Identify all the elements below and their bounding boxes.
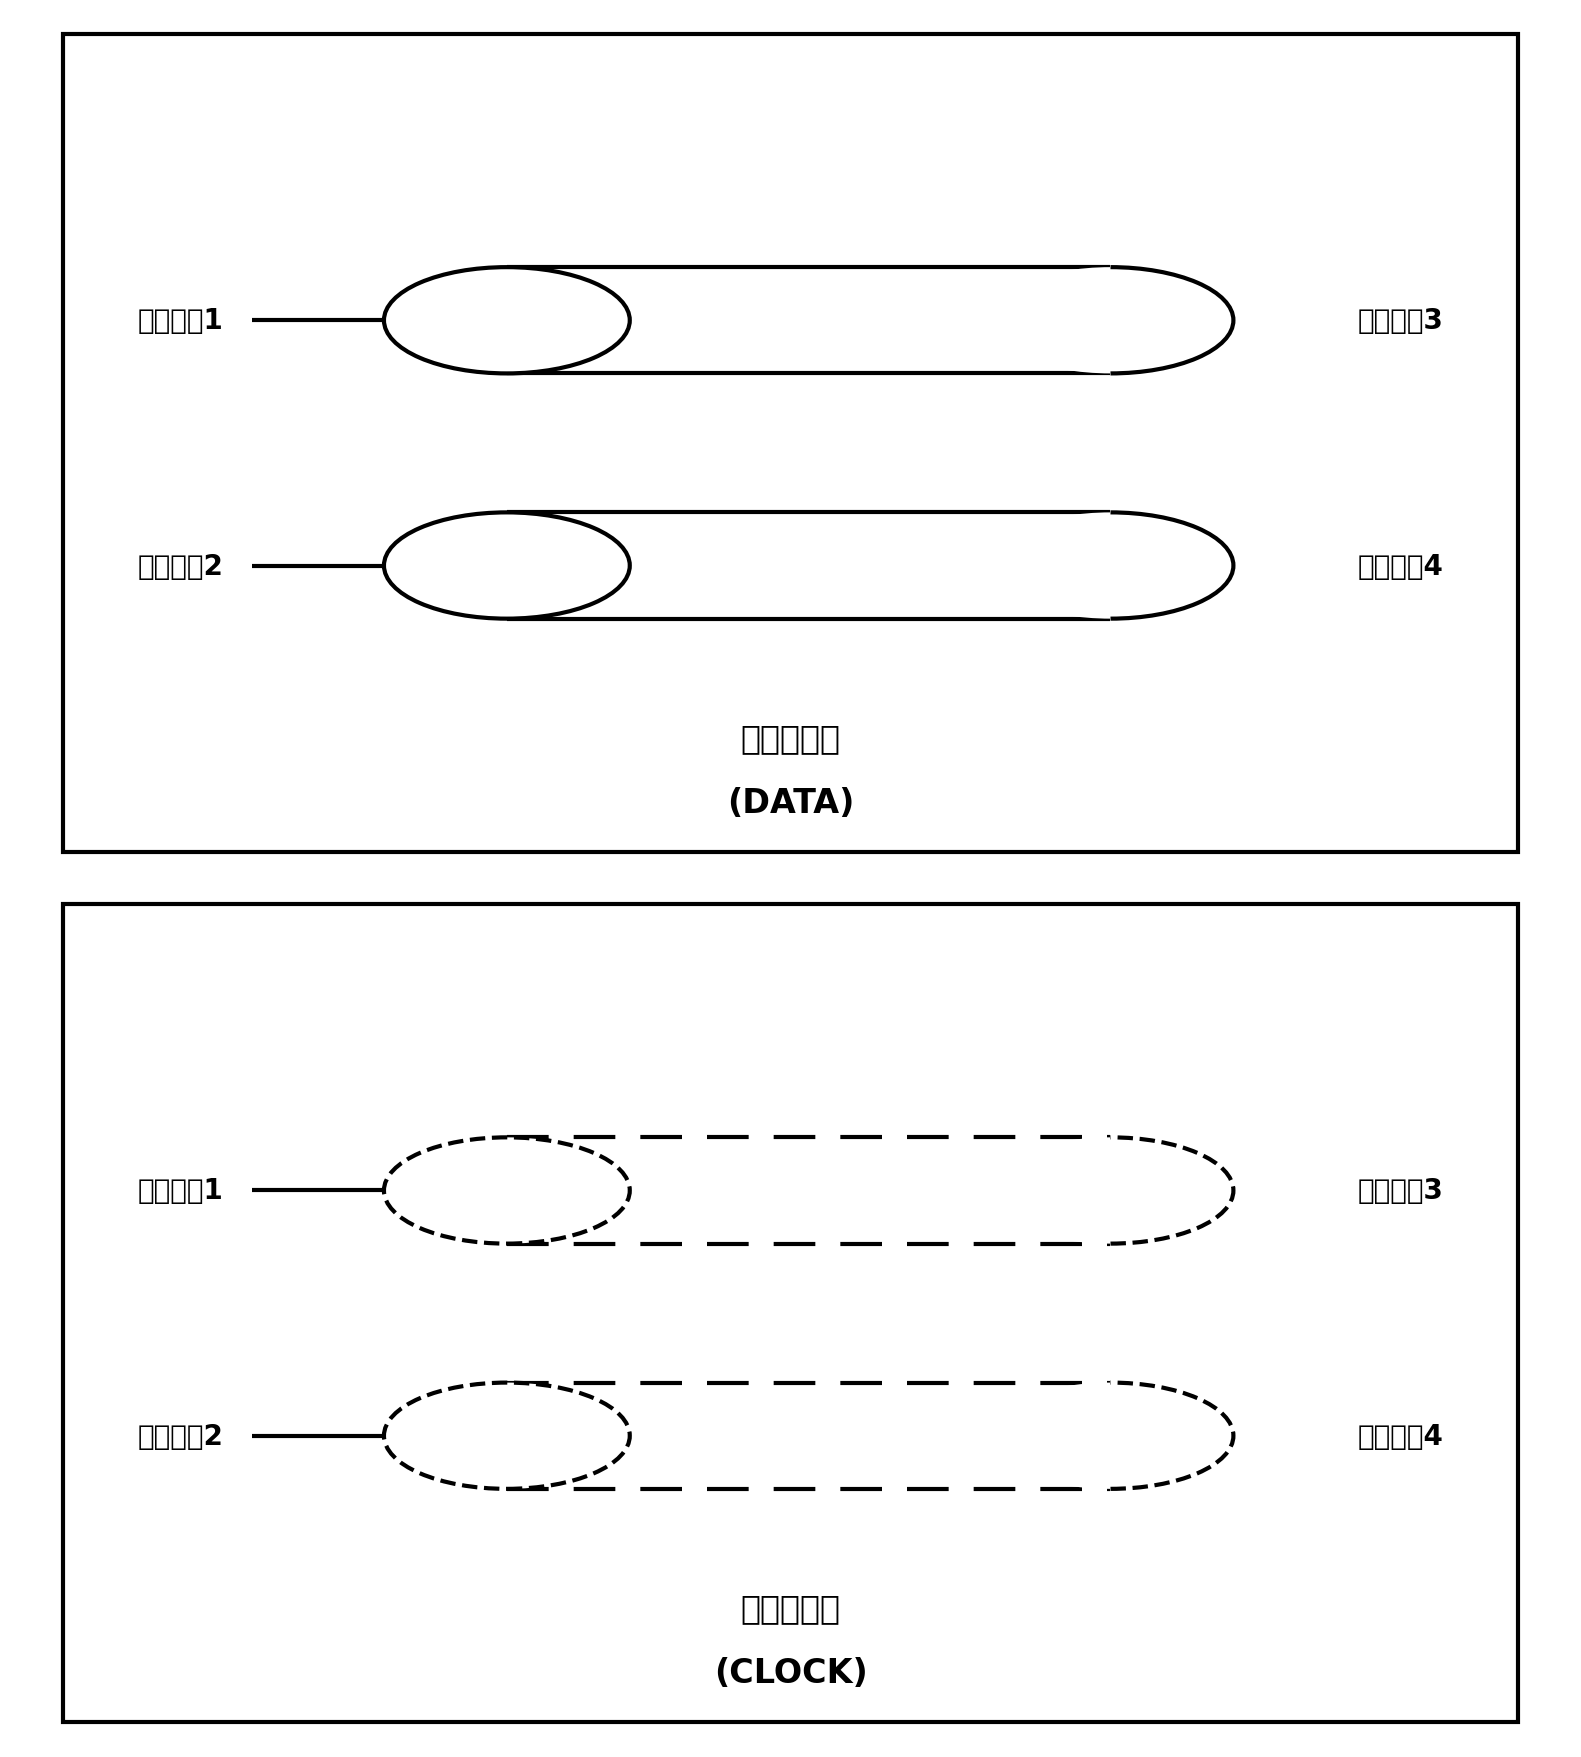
Text: 连接端口1: 连接端口1 bbox=[138, 1177, 223, 1205]
Ellipse shape bbox=[988, 269, 1233, 374]
Text: 连接端口3: 连接端口3 bbox=[1358, 1177, 1443, 1205]
Ellipse shape bbox=[988, 1139, 1233, 1244]
Text: 连接端口2: 连接端口2 bbox=[138, 1421, 223, 1450]
Ellipse shape bbox=[988, 513, 1233, 618]
Ellipse shape bbox=[384, 1383, 629, 1488]
Text: 连接端口3: 连接端口3 bbox=[1358, 307, 1443, 336]
Text: 连接端口2: 连接端口2 bbox=[138, 552, 223, 580]
Text: 时钟信号线: 时钟信号线 bbox=[740, 1592, 841, 1623]
Text: (DATA): (DATA) bbox=[727, 787, 854, 819]
Ellipse shape bbox=[384, 1139, 629, 1244]
Text: (CLOCK): (CLOCK) bbox=[713, 1657, 868, 1688]
Text: 数据信号线: 数据信号线 bbox=[740, 722, 841, 754]
Text: 连接端口1: 连接端口1 bbox=[138, 307, 223, 336]
Ellipse shape bbox=[384, 269, 629, 374]
Text: 连接端口4: 连接端口4 bbox=[1358, 1421, 1443, 1450]
Text: 连接端口4: 连接端口4 bbox=[1358, 552, 1443, 580]
Ellipse shape bbox=[384, 513, 629, 618]
Ellipse shape bbox=[988, 1383, 1233, 1488]
